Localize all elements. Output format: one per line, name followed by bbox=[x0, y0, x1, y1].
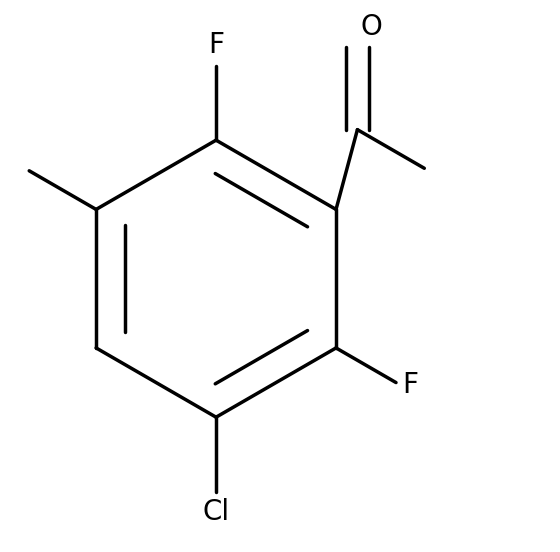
Text: F: F bbox=[208, 31, 224, 59]
Text: F: F bbox=[403, 371, 418, 399]
Text: Cl: Cl bbox=[203, 498, 230, 526]
Text: O: O bbox=[361, 13, 382, 41]
